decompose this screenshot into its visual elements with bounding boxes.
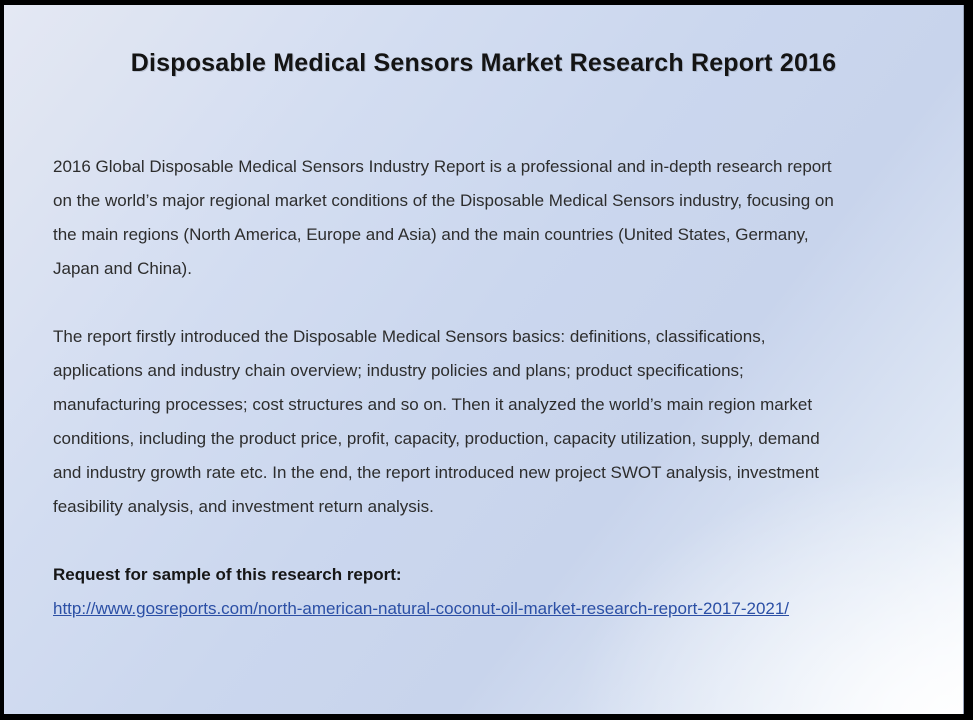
text-line: feasibility analysis, and investment ret… — [53, 497, 434, 516]
link-line: http://www.gosreports.com/north-american… — [53, 592, 923, 626]
report-link[interactable]: http://www.gosreports.com/north-american… — [53, 599, 790, 618]
text-line: applications and industry chain overview… — [53, 361, 744, 380]
slide-title: Disposable Medical Sensors Market Resear… — [130, 49, 837, 77]
request-label: Request for sample of this research repo… — [53, 565, 402, 584]
text-line: conditions, including the product price,… — [53, 429, 820, 448]
text-line: and industry growth rate etc. In the end… — [53, 463, 820, 482]
slide-body: 2016 Global Disposable Medical Sensors I… — [53, 150, 923, 660]
paragraph-2: The report firstly introduced the Dispos… — [53, 320, 923, 524]
request-section: Request for sample of this research repo… — [53, 558, 923, 626]
slide: Disposable Medical Sensors Market Resear… — [4, 5, 964, 714]
text-line: The report firstly introduced the Dispos… — [53, 327, 766, 346]
text-line: the main regions (North America, Europe … — [53, 225, 809, 244]
text-line: 2016 Global Disposable Medical Sensors I… — [53, 157, 832, 176]
text-line: on the world’s major regional market con… — [53, 191, 834, 210]
paragraph-1: 2016 Global Disposable Medical Sensors I… — [53, 150, 923, 286]
text-line: manufacturing processes; cost structures… — [53, 395, 813, 414]
text-line: Japan and China). — [53, 259, 192, 278]
